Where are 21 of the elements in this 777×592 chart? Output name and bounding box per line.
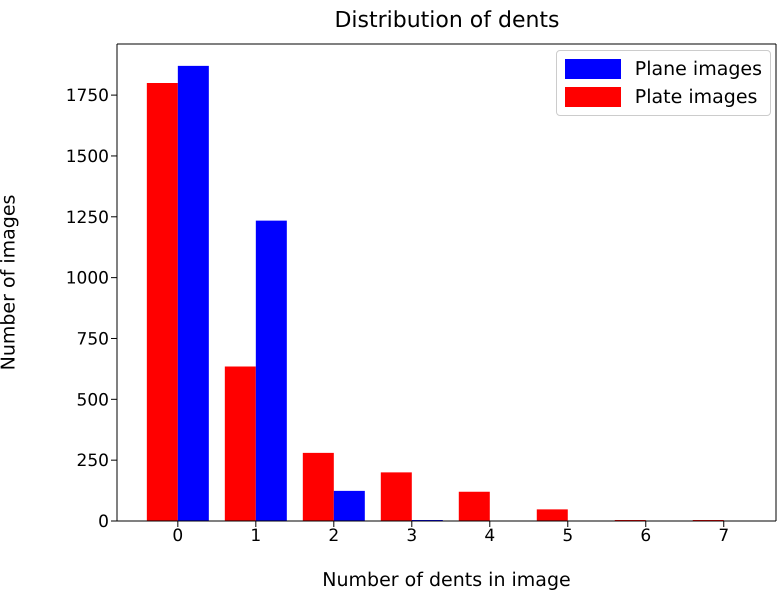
legend-label: Plate images [634,85,758,110]
y-tick-label: 1750 [66,86,109,106]
legend-label: Plane images [634,57,762,82]
y-axis-title: Number of images [0,194,20,370]
y-tick-label: 500 [76,390,109,410]
chart-title: Distribution of dents [333,8,561,33]
y-tick-label: 250 [76,451,109,472]
y-tick-label: 1500 [66,146,109,167]
x-tick-label: 3 [406,526,418,546]
y-tick-label: 1000 [66,268,109,289]
x-tick-label: 7 [718,526,730,546]
y-tick-label: 0 [98,512,109,532]
x-axis-title: Number of dents in image [322,569,571,591]
x-tick-label: 2 [328,526,340,546]
x-tick-label: 4 [484,526,496,546]
x-tick-label: 0 [172,526,184,546]
x-tick-label: 5 [562,526,574,546]
x-tick-label: 1 [250,526,262,546]
x-tick-label: 6 [640,526,652,546]
y-tick-label: 1250 [66,208,109,228]
y-tick-label: 750 [76,330,109,350]
